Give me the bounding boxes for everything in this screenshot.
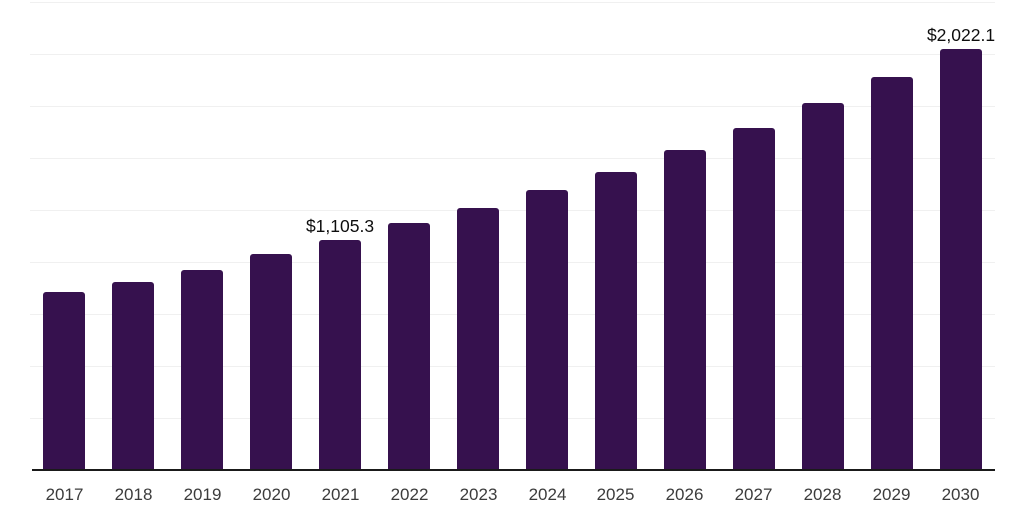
bar-2022[interactable] bbox=[388, 223, 430, 470]
bar-2021[interactable] bbox=[319, 240, 361, 470]
bar-2020[interactable] bbox=[250, 254, 292, 470]
gridline bbox=[30, 106, 995, 107]
bar-2023[interactable] bbox=[457, 208, 499, 470]
bar-2018[interactable] bbox=[112, 282, 154, 470]
gridline bbox=[30, 314, 995, 315]
x-axis-label-2026: 2026 bbox=[665, 485, 704, 504]
bar-2019[interactable] bbox=[181, 270, 223, 470]
x-axis-label-2030: 2030 bbox=[941, 485, 980, 504]
bar-2025[interactable] bbox=[595, 172, 637, 470]
gridline bbox=[30, 210, 995, 211]
gridline bbox=[30, 262, 995, 263]
data-label-2021: $1,105.3 bbox=[305, 216, 375, 236]
x-axis-label-2023: 2023 bbox=[459, 485, 498, 504]
x-axis-label-2020: 2020 bbox=[252, 485, 291, 504]
x-axis-label-2024: 2024 bbox=[528, 485, 567, 504]
data-label-2030: $2,022.1 bbox=[926, 25, 996, 45]
bar-2030[interactable] bbox=[940, 49, 982, 470]
gridline bbox=[30, 2, 995, 3]
x-axis-label-2017: 2017 bbox=[45, 485, 84, 504]
x-axis-label-2021: 2021 bbox=[321, 485, 360, 504]
x-axis-label-2029: 2029 bbox=[872, 485, 911, 504]
bar-2026[interactable] bbox=[664, 150, 706, 470]
x-axis-line bbox=[32, 469, 995, 471]
bar-2029[interactable] bbox=[871, 77, 913, 470]
x-axis-label-2022: 2022 bbox=[390, 485, 429, 504]
gridline bbox=[30, 418, 995, 419]
gridline bbox=[30, 158, 995, 159]
x-axis-label-2018: 2018 bbox=[114, 485, 153, 504]
gridline bbox=[30, 366, 995, 367]
bar-2027[interactable] bbox=[733, 128, 775, 470]
bar-2017[interactable] bbox=[43, 292, 85, 470]
x-axis-label-2019: 2019 bbox=[183, 485, 222, 504]
bar-2024[interactable] bbox=[526, 190, 568, 470]
x-axis-label-2025: 2025 bbox=[596, 485, 635, 504]
x-axis-label-2028: 2028 bbox=[803, 485, 842, 504]
x-axis-label-2027: 2027 bbox=[734, 485, 773, 504]
gridline bbox=[30, 54, 995, 55]
bar-2028[interactable] bbox=[802, 103, 844, 470]
